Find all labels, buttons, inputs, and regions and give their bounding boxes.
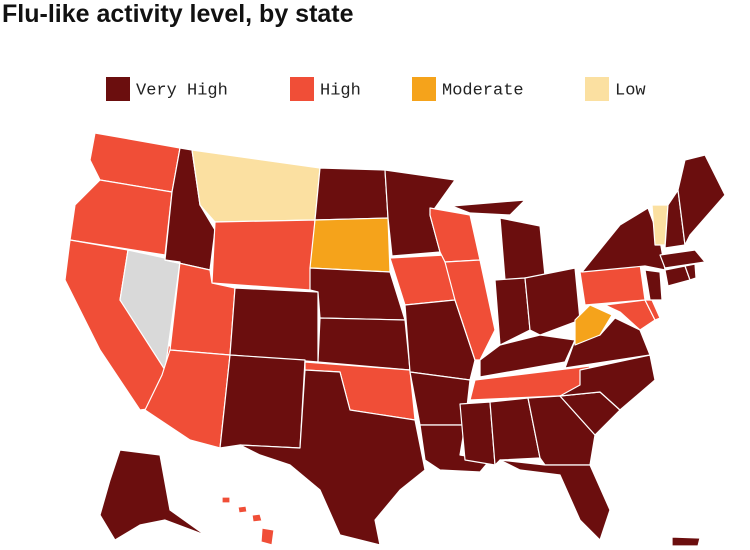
legend-label: Moderate (442, 81, 524, 100)
state (684, 263, 697, 281)
state (191, 149, 321, 223)
state (559, 354, 656, 411)
state (677, 154, 726, 246)
state (317, 317, 411, 371)
legend-swatch (412, 77, 436, 101)
state (671, 536, 701, 547)
state (459, 401, 496, 466)
state (221, 496, 231, 504)
map-title: Flu-like activity level, by state (2, 0, 354, 28)
state (251, 513, 263, 523)
state (499, 459, 611, 541)
state (309, 217, 391, 273)
state (314, 167, 389, 221)
legend-swatch (106, 77, 130, 101)
legend-label: High (320, 81, 361, 100)
state (239, 369, 426, 546)
states (64, 132, 726, 547)
state (219, 354, 306, 449)
state (237, 505, 248, 514)
state (99, 449, 206, 541)
legend-swatch (585, 77, 609, 101)
state (260, 527, 275, 546)
state (451, 199, 526, 216)
state (659, 249, 706, 269)
state (69, 179, 173, 256)
state (429, 207, 481, 263)
state (211, 219, 316, 291)
state (499, 217, 546, 281)
state (494, 277, 531, 346)
legend: Very High High Moderate Low (106, 77, 646, 101)
state (604, 299, 656, 331)
legend-label: Very High (136, 81, 228, 100)
state (524, 267, 581, 336)
state (309, 267, 406, 321)
state (229, 287, 319, 363)
state (489, 397, 541, 466)
legend-label: Low (615, 81, 646, 100)
state (119, 249, 181, 371)
state (644, 269, 663, 301)
state (574, 304, 613, 346)
state (404, 299, 476, 381)
legend-swatch (290, 77, 314, 101)
